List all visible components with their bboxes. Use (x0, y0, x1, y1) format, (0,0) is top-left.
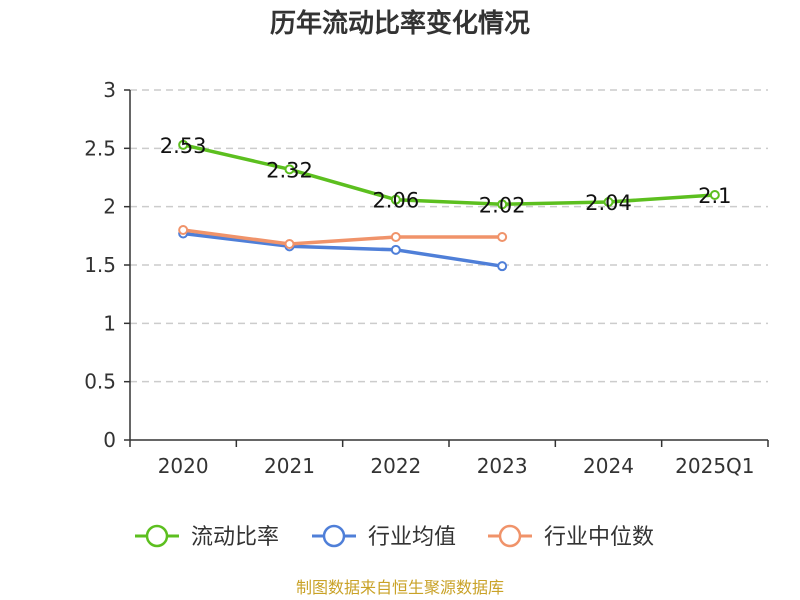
data-point[interactable] (497, 232, 508, 242)
data-point[interactable] (497, 261, 508, 272)
chart-title: 历年流动比率变化情况 (270, 8, 530, 39)
x-tick-label: 2020 (158, 454, 209, 478)
data-point[interactable] (284, 239, 295, 249)
legend-marker-icon (322, 524, 346, 548)
y-tick-label: 1 (103, 311, 116, 335)
series-2 (178, 225, 508, 249)
y-tick-label: 0 (103, 428, 116, 452)
series-line (181, 231, 504, 268)
data-point[interactable] (390, 194, 401, 205)
source-note: 制图数据来自恒生聚源数据库 (296, 578, 504, 597)
y-tick-label: 2 (103, 195, 116, 219)
data-labels: 2.53 2.32 2.06 2.02 2.04 2.1 (160, 134, 732, 218)
data-label: 2.32 (266, 158, 313, 182)
grid-lines (130, 89, 768, 383)
data-point[interactable] (390, 232, 401, 242)
data-point[interactable] (603, 197, 614, 207)
legend-label: 行业中位数 (544, 525, 654, 550)
legend-item-2[interactable]: 行业中位数 (488, 524, 654, 550)
legend-marker-icon (145, 524, 169, 548)
series-line (181, 228, 504, 246)
x-tick-label: 2023 (477, 454, 528, 478)
x-tick-label: 2025Q1 (675, 454, 754, 478)
series-group (178, 139, 720, 272)
series-0 (178, 139, 720, 210)
legend-marker-icon (498, 524, 522, 548)
data-label: 2.1 (698, 184, 731, 208)
legend[interactable]: 流动比率 行业均值 行业中位数 (135, 524, 654, 550)
x-tick-label: 2024 (583, 454, 634, 478)
y-tick-label: 2.5 (84, 136, 116, 160)
data-point[interactable] (178, 139, 189, 150)
data-label: 2.53 (160, 134, 207, 158)
data-point[interactable] (178, 225, 189, 235)
data-label: 2.02 (479, 193, 526, 217)
legend-label: 行业均值 (368, 525, 456, 550)
y-tick-label: 3 (103, 78, 116, 102)
data-label: 2.04 (585, 191, 632, 215)
legend-item-1[interactable]: 行业均值 (312, 524, 456, 550)
x-tick-label: 2021 (264, 454, 315, 478)
data-label: 2.06 (372, 189, 419, 213)
data-point[interactable] (284, 164, 295, 175)
y-tick-label: 0.5 (84, 370, 116, 394)
y-tick-label: 1.5 (84, 253, 116, 277)
x-tick-label: 2022 (370, 454, 421, 478)
legend-label: 流动比率 (191, 525, 279, 550)
data-point[interactable] (390, 244, 401, 255)
series-line (181, 143, 717, 207)
data-point[interactable] (497, 199, 508, 210)
legend-item-0[interactable]: 流动比率 (135, 524, 279, 550)
data-point[interactable] (709, 190, 720, 200)
